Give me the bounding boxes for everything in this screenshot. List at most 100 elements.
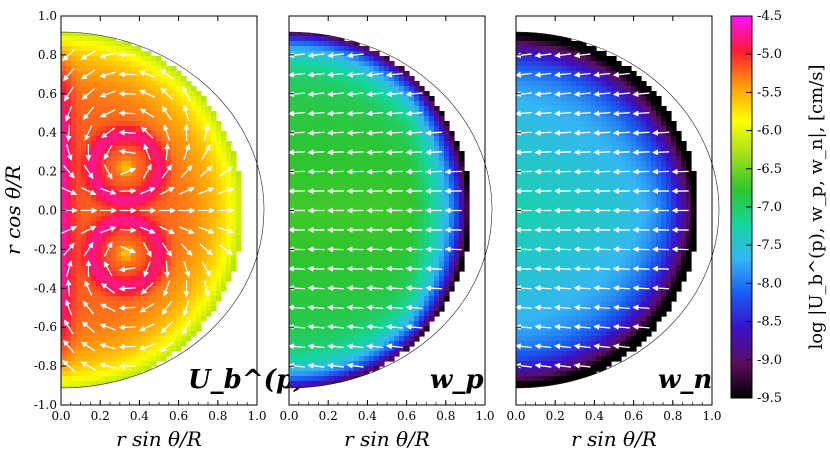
field-cell [106,161,112,167]
field-cell [566,86,572,92]
field-cell [314,251,320,257]
field-cell [181,111,187,117]
vector-arrow [64,105,73,122]
field-cell [211,226,217,232]
field-cell [156,126,162,132]
field-cell [364,161,370,167]
field-cell [211,281,217,287]
field-cell [171,166,177,172]
field-cell [106,266,112,272]
field-cell [576,71,582,77]
field-cell [329,161,335,167]
field-cell [121,281,127,287]
vector-arrow [120,245,136,254]
field-cell [661,106,667,112]
field-cell [304,376,310,382]
field-cell [394,201,400,207]
field-cell [556,121,562,127]
field-cell [419,301,425,307]
field-cell [126,96,132,102]
field-cell [546,41,552,47]
field-cell [531,36,537,42]
field-cell [551,106,557,112]
field-cell [121,161,127,167]
field-cell [359,221,365,227]
field-cell [389,301,395,307]
field-cell [81,376,87,382]
field-cell [429,111,435,117]
field-cell [581,61,587,67]
field-cell [111,336,117,342]
field-cell [349,76,355,82]
field-cell [91,341,97,347]
field-cell [121,351,127,357]
vector-arrow [366,265,384,272]
field-cell [186,151,192,157]
field-cell [136,206,142,212]
field-cell [176,91,182,97]
field-cell [424,261,430,267]
field-cell [399,201,405,207]
field-cell [359,346,365,352]
field-cell [571,76,577,82]
field-cell [349,276,355,282]
field-cell [409,286,415,292]
field-cell [101,96,107,102]
field-cell [459,236,465,242]
field-cell [449,221,455,227]
field-cell [71,196,77,202]
field-cell [61,276,67,282]
field-cell [186,106,192,112]
field-cell [429,186,435,192]
field-cell [294,361,300,367]
field-cell [424,141,430,147]
field-cell [324,211,330,217]
field-cell [384,331,390,337]
field-cell [176,246,182,252]
field-cell [354,351,360,357]
field-cell [161,216,167,222]
field-cell [324,161,330,167]
vector-arrow [346,149,364,156]
field-cell [576,61,582,67]
field-cell [106,211,112,217]
field-cell [449,226,455,232]
field-cell [319,211,325,217]
field-cell [81,196,87,202]
field-cell [81,146,87,152]
field-cell [631,76,637,82]
field-cell [434,246,440,252]
field-cell [116,311,122,317]
field-cell [324,171,330,177]
field-cell [216,236,222,242]
field-cell [71,141,77,147]
field-cell [324,381,330,387]
field-cell [399,271,405,277]
vector-arrow [182,104,190,122]
field-cell [319,66,325,72]
field-cell [226,266,232,272]
field-cell [434,181,440,187]
field-cell [76,191,82,197]
field-cell [329,321,335,327]
field-cell [536,36,542,42]
field-cell [369,321,375,327]
field-cell [131,346,137,352]
field-cell [429,206,435,212]
vector-arrow [118,324,136,331]
vector-arrow [119,187,137,194]
field-cell [61,266,67,272]
field-cell [81,306,87,312]
vector-arrow [425,285,443,292]
field-cell [414,191,420,197]
field-cell [236,221,242,227]
field-cell [601,81,607,87]
field-cell [449,231,455,237]
field-cell [309,286,315,292]
field-cell [86,231,92,237]
field-cell [156,296,162,302]
field-cell [176,206,182,212]
field-cell [211,271,217,277]
field-cell [226,141,232,147]
field-cell [106,341,112,347]
